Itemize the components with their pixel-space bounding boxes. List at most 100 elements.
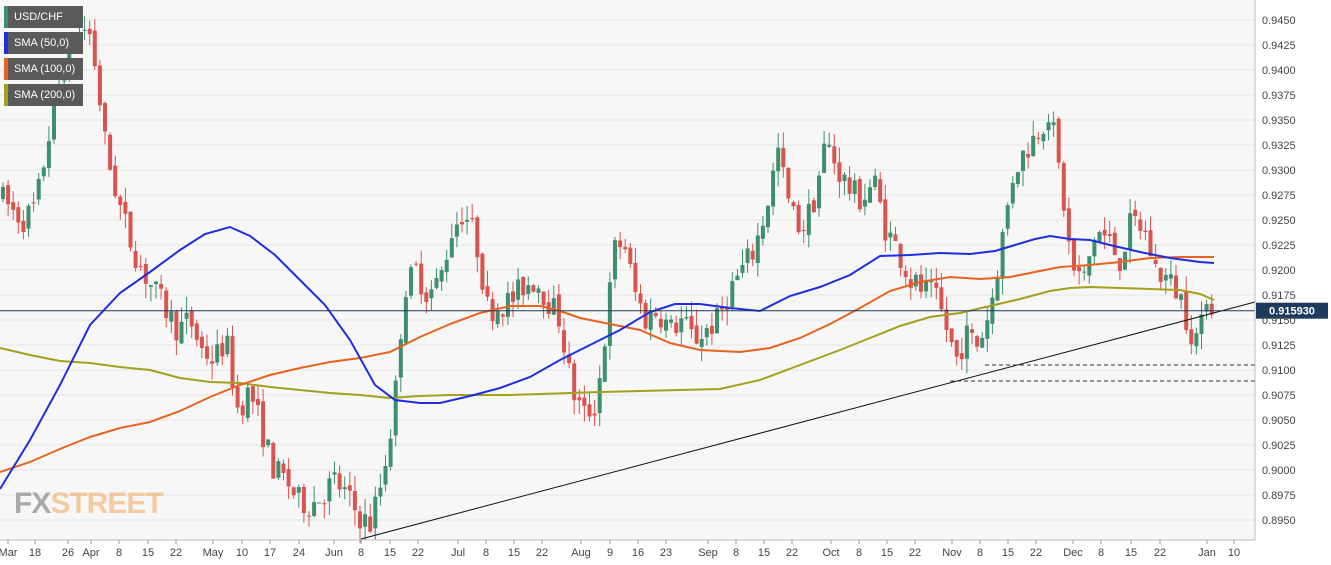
candle-body (419, 263, 424, 295)
candle-body (531, 285, 536, 292)
x-tick-label: 15 (1125, 547, 1137, 559)
candle-body (1117, 258, 1122, 272)
candle-body (903, 271, 908, 278)
candle-body (715, 308, 719, 334)
candle-body (500, 314, 505, 317)
candle-body (832, 146, 837, 164)
candle-body (138, 266, 143, 268)
candle-body (806, 203, 811, 236)
x-tick-label: 15 (881, 547, 893, 559)
candle-body (730, 281, 735, 307)
candle-body (766, 205, 770, 228)
candle-body (888, 232, 893, 238)
candle-body (1010, 183, 1015, 204)
x-tick-label: 18 (29, 547, 41, 559)
candle-body (628, 247, 633, 264)
candle-body (582, 397, 587, 406)
candle-body (429, 289, 434, 299)
legend-swatch (4, 84, 8, 106)
candle-body (82, 29, 87, 31)
grid (0, 19, 1255, 521)
candle-body (342, 487, 347, 490)
candle-body (352, 491, 357, 511)
candle-body (434, 277, 439, 288)
x-tick-label: Jun (325, 547, 343, 559)
candle-body (970, 329, 974, 333)
candle-body (964, 325, 969, 359)
y-tick-label: 0.9200 (1262, 265, 1296, 277)
candle-body (929, 280, 934, 283)
x-tick-label: 10 (1228, 547, 1240, 559)
candle-body (220, 343, 225, 357)
candle-body (347, 485, 352, 491)
candle-body (572, 363, 577, 401)
current-price-tag (1256, 302, 1328, 319)
candle-body (878, 179, 883, 203)
candle-body (827, 144, 832, 147)
candle-body (975, 336, 980, 347)
y-tick-label: 0.9000 (1262, 465, 1296, 477)
candle-body (454, 224, 459, 237)
y-tick-label: 0.9100 (1262, 365, 1296, 377)
candle-body (245, 387, 250, 418)
candle-body (281, 463, 286, 474)
candle-body (1168, 274, 1173, 279)
y-tick-label: 0.9375 (1262, 90, 1296, 102)
candle-body (1051, 122, 1056, 126)
candle-body (1133, 209, 1138, 217)
candle-body (837, 162, 842, 182)
candle-body (271, 442, 276, 479)
candle-body (567, 354, 572, 364)
legend-sma50[interactable]: SMA (50,0) (4, 32, 84, 54)
candle-body (1174, 275, 1178, 299)
candle-body (26, 205, 31, 229)
x-tick-label: Nov (942, 547, 962, 559)
x-tick-label: 8 (977, 547, 983, 559)
y-tick-label: 0.9175 (1262, 290, 1296, 302)
x-tick-label: 8 (1098, 547, 1104, 559)
candle-body (31, 202, 36, 204)
candle-body (852, 180, 857, 194)
candle-body (495, 310, 500, 325)
candle-body (327, 478, 332, 502)
candle-body (1179, 294, 1184, 300)
candle-body (725, 307, 730, 310)
candle-body (317, 502, 322, 504)
candle-body (199, 336, 204, 349)
x-tick-label: 8 (733, 547, 739, 559)
candle-body (276, 461, 281, 478)
candle-body (883, 199, 888, 241)
y-tick-label: 0.9300 (1262, 165, 1296, 177)
candle-body (577, 397, 582, 401)
candle-body (1, 186, 5, 199)
candle-body (358, 511, 362, 529)
x-tick-label: 22 (786, 547, 798, 559)
candle-body (230, 336, 235, 388)
candle-body (796, 204, 801, 233)
candle-body (174, 311, 179, 341)
candle-body (16, 207, 21, 223)
candle-body (363, 514, 368, 527)
legend-symbol[interactable]: USD/CHF (4, 6, 84, 28)
candle-body (154, 281, 158, 285)
candle-body (1189, 329, 1194, 345)
x-tick-label: Oct (822, 547, 839, 559)
candle-body (1092, 239, 1097, 257)
candle-body (873, 175, 878, 187)
candle-body (465, 219, 470, 222)
x-tick-label: Jan (1198, 547, 1216, 559)
y-tick-label: 0.9225 (1262, 240, 1296, 252)
candle-body (235, 386, 240, 408)
x-tick-label: 15 (384, 547, 396, 559)
candle-body (1041, 134, 1046, 142)
legend-sma100[interactable]: SMA (100,0) (4, 58, 84, 80)
candle-body (893, 234, 898, 241)
candle-body (1143, 230, 1148, 233)
candle-body (847, 177, 852, 194)
candle-body (118, 196, 123, 206)
candle-body (750, 250, 755, 260)
y-tick-label: 0.9075 (1262, 390, 1296, 402)
legend-sma200[interactable]: SMA (200,0) (4, 84, 84, 106)
y-tick-label: 0.8975 (1262, 490, 1296, 502)
candle-body (368, 516, 373, 532)
